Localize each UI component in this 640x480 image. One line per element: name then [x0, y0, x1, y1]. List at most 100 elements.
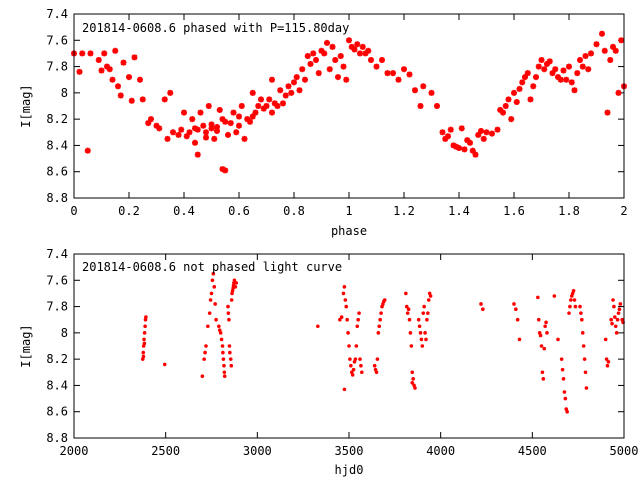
phased-data-point: [164, 135, 171, 142]
phased-data-point: [469, 147, 476, 154]
raw-data-point: [541, 377, 546, 381]
phased-data-point: [230, 109, 237, 116]
phased-data-point: [302, 76, 308, 83]
phased-data-point: [434, 103, 440, 109]
phased-data-point: [153, 122, 160, 129]
phased-data-point: [233, 129, 240, 136]
phased-data-point: [203, 129, 209, 136]
phased-data-point: [555, 74, 561, 81]
phased-data-point: [445, 133, 451, 140]
phased-data-point: [588, 50, 594, 57]
raw-data-point: [221, 357, 226, 361]
raw-chart-xlabel: hjd0: [335, 463, 364, 477]
phased-data-point: [109, 76, 116, 83]
raw-data-point: [417, 324, 422, 329]
phased-xtick-label: 1.4: [448, 204, 470, 218]
phased-xtick-label: 0: [70, 204, 77, 218]
phased-ytick-label: 8.8: [46, 191, 68, 205]
raw-data-point: [219, 337, 224, 342]
phased-data-point: [359, 43, 366, 50]
raw-data-point: [542, 346, 547, 351]
phased-data-point: [607, 57, 614, 63]
phased-data-point: [310, 50, 317, 57]
phased-data-point: [178, 126, 185, 133]
raw-data-point: [213, 302, 217, 306]
raw-data-point: [559, 357, 564, 361]
raw-data-point: [379, 311, 383, 315]
phased-data-point: [79, 50, 86, 57]
phased-data-point: [313, 57, 319, 63]
raw-data-point: [200, 374, 205, 379]
raw-data-point: [418, 331, 423, 335]
raw-data-point: [342, 387, 347, 392]
raw-chart-ylabel: I[mag]: [19, 324, 33, 367]
phased-data-point: [238, 103, 245, 109]
phased-data-point: [574, 70, 581, 77]
raw-data-point: [579, 311, 583, 315]
raw-data-point: [569, 298, 573, 302]
phased-data-point: [106, 66, 113, 73]
phased-data-point: [104, 63, 110, 70]
raw-data-point: [359, 363, 363, 368]
phased-data-point: [76, 68, 83, 75]
raw-data-point: [481, 307, 485, 312]
phased-data-point: [362, 50, 369, 57]
phased-data-point: [511, 89, 517, 96]
phased-data-point: [321, 50, 328, 57]
phased-data-point: [194, 126, 201, 133]
phased-data-point: [241, 135, 248, 142]
raw-data-point: [605, 363, 610, 368]
phased-data-point: [516, 85, 523, 92]
phased-data-point: [137, 76, 143, 83]
raw-data-point: [422, 304, 426, 309]
raw-data-point: [413, 386, 417, 390]
raw-data-point: [404, 304, 409, 309]
phased-data-point: [282, 92, 289, 99]
phased-data-point: [148, 116, 154, 123]
phased-data-point: [128, 97, 135, 104]
phased-data-point: [139, 96, 146, 103]
raw-data-point: [572, 298, 577, 302]
phased-data-point: [365, 47, 372, 54]
raw-data-point: [346, 331, 350, 335]
phased-data-point: [535, 63, 542, 70]
raw-data-point: [211, 271, 216, 276]
raw-data-point: [143, 317, 148, 322]
phased-data-point: [464, 137, 471, 144]
raw-data-point: [618, 302, 623, 306]
raw-data-point: [479, 302, 483, 306]
raw-data-point: [376, 331, 381, 335]
raw-data-point: [210, 278, 215, 283]
phased-data-point: [566, 63, 572, 70]
phased-data-point: [208, 125, 215, 132]
raw-data-point: [203, 350, 207, 355]
phased-data-point: [274, 103, 281, 109]
raw-data-point: [142, 341, 147, 346]
phased-data-point: [117, 92, 124, 99]
raw-data-point: [613, 324, 618, 329]
phased-data-point: [131, 54, 138, 61]
raw-data-point: [343, 298, 348, 302]
raw-data-point: [209, 291, 214, 296]
raw-data-point: [512, 302, 516, 306]
raw-light-curve-chart: 2000 2500 3000 3500 4000 4500 5000 7.4 7.6 7.8 8 8.…: [19, 247, 638, 477]
raw-ytick-label: 7.6: [46, 273, 68, 287]
raw-data-point: [604, 357, 609, 361]
raw-data-point: [536, 317, 541, 322]
phased-data-point: [560, 67, 567, 74]
phased-data-point: [335, 74, 341, 81]
raw-data-point: [355, 324, 360, 329]
raw-data-point: [358, 357, 362, 361]
phased-data-point: [288, 89, 295, 96]
raw-data-point: [540, 370, 545, 375]
raw-data-point: [227, 317, 231, 322]
raw-data-point: [416, 317, 421, 322]
phased-data-point: [337, 53, 344, 60]
raw-data-point: [218, 331, 223, 335]
raw-data-point: [515, 317, 520, 322]
raw-data-point: [616, 311, 621, 315]
phased-data-point: [604, 109, 611, 116]
phased-data-point: [324, 39, 330, 46]
raw-data-point: [353, 357, 358, 361]
